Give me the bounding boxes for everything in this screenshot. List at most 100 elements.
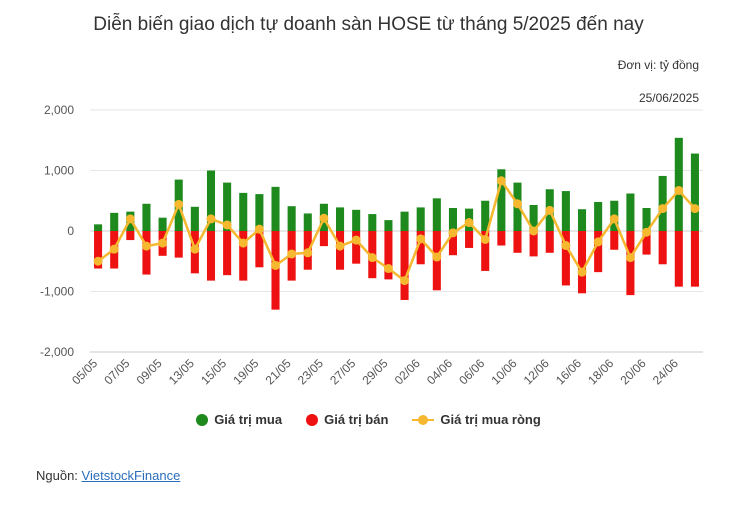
net-point[interactable] (561, 241, 571, 251)
buy-bar[interactable] (416, 207, 425, 231)
buy-bar[interactable] (626, 193, 635, 231)
buy-bar[interactable] (690, 153, 699, 231)
net-point[interactable] (254, 224, 264, 234)
legend-item-buy[interactable]: Giá trị mua (196, 412, 282, 427)
net-point[interactable] (529, 226, 539, 236)
net-point[interactable] (690, 204, 700, 214)
sell-bar[interactable] (94, 231, 103, 269)
buy-bar[interactable] (223, 182, 232, 231)
sell-bar[interactable] (674, 231, 683, 287)
buy-bar[interactable] (561, 191, 570, 231)
sell-bar[interactable] (513, 231, 522, 253)
buy-bar[interactable] (190, 206, 199, 231)
net-point[interactable] (625, 253, 635, 263)
net-point[interactable] (125, 214, 135, 224)
source-link[interactable]: VietstockFinance (81, 468, 181, 483)
buy-bar[interactable] (94, 224, 103, 231)
sell-bar[interactable] (690, 231, 699, 287)
sell-bar[interactable] (223, 231, 232, 276)
net-point[interactable] (222, 220, 232, 230)
buy-bar[interactable] (497, 169, 506, 231)
sell-bar[interactable] (400, 231, 409, 300)
net-point[interactable] (432, 252, 442, 262)
sell-bar[interactable] (465, 231, 474, 248)
net-point[interactable] (190, 244, 200, 254)
buy-bar[interactable] (529, 204, 538, 231)
legend-item-sell[interactable]: Giá trị bán (306, 412, 388, 427)
net-point[interactable] (400, 276, 410, 286)
buy-bar[interactable] (481, 200, 490, 231)
buy-bar[interactable] (255, 194, 264, 231)
net-point[interactable] (383, 264, 393, 274)
net-point[interactable] (480, 234, 490, 244)
net-point[interactable] (335, 241, 345, 251)
sell-bar[interactable] (174, 231, 183, 258)
sell-bar[interactable] (448, 231, 457, 256)
net-point[interactable] (206, 214, 216, 224)
sell-bar[interactable] (642, 231, 651, 255)
sell-bar[interactable] (658, 231, 667, 265)
net-point[interactable] (141, 241, 151, 251)
net-point[interactable] (464, 218, 474, 228)
net-point[interactable] (642, 227, 652, 237)
net-point[interactable] (593, 237, 603, 247)
sell-bar[interactable] (577, 231, 587, 294)
sell-bar[interactable] (416, 231, 425, 265)
net-point[interactable] (609, 214, 619, 224)
sell-bar[interactable] (255, 231, 264, 268)
buy-bar[interactable] (303, 213, 312, 231)
buy-bar[interactable] (352, 209, 361, 231)
buy-bar[interactable] (239, 192, 248, 231)
sell-bar[interactable] (384, 231, 393, 280)
sell-bar[interactable] (481, 231, 490, 271)
buy-bar[interactable] (642, 208, 651, 231)
net-point[interactable] (448, 228, 458, 238)
net-point[interactable] (512, 199, 522, 209)
sell-bar[interactable] (239, 231, 248, 281)
net-point[interactable] (416, 234, 426, 244)
net-point[interactable] (93, 256, 103, 266)
buy-bar[interactable] (336, 207, 345, 231)
net-point[interactable] (577, 267, 587, 277)
sell-bar[interactable] (142, 231, 151, 275)
sell-bar[interactable] (545, 231, 554, 253)
sell-bar[interactable] (594, 231, 603, 273)
net-point[interactable] (658, 204, 668, 214)
buy-bar[interactable] (594, 201, 603, 231)
net-point[interactable] (674, 185, 684, 195)
sell-bar[interactable] (126, 231, 135, 241)
net-point[interactable] (351, 235, 361, 245)
net-point[interactable] (271, 260, 281, 270)
buy-bar[interactable] (384, 220, 393, 231)
net-point[interactable] (545, 205, 555, 215)
sell-bar[interactable] (319, 231, 328, 247)
buy-bar[interactable] (368, 214, 377, 231)
sell-bar[interactable] (497, 231, 506, 246)
sell-bar[interactable] (206, 231, 216, 281)
sell-bar[interactable] (529, 231, 538, 257)
sell-bar[interactable] (561, 231, 570, 286)
sell-bar[interactable] (271, 231, 280, 310)
buy-bar[interactable] (400, 211, 409, 231)
buy-bar[interactable] (448, 208, 457, 231)
buy-bar[interactable] (206, 170, 216, 232)
buy-bar[interactable] (577, 209, 587, 231)
net-point[interactable] (319, 213, 329, 223)
net-point[interactable] (238, 238, 248, 248)
buy-bar[interactable] (432, 198, 441, 231)
net-point[interactable] (287, 249, 297, 259)
net-point[interactable] (303, 248, 313, 258)
net-point[interactable] (158, 238, 168, 248)
buy-bar[interactable] (158, 217, 167, 231)
sell-bar[interactable] (610, 231, 619, 250)
legend-item-net[interactable]: Giá trị mua ròng (412, 412, 541, 427)
buy-bar[interactable] (271, 186, 280, 231)
sell-bar[interactable] (626, 231, 635, 296)
net-point[interactable] (109, 244, 119, 254)
net-point[interactable] (174, 199, 184, 209)
sell-bar[interactable] (352, 231, 361, 264)
buy-bar[interactable] (110, 212, 119, 231)
buy-bar[interactable] (142, 203, 151, 231)
buy-bar[interactable] (674, 137, 683, 231)
buy-bar[interactable] (287, 206, 296, 231)
